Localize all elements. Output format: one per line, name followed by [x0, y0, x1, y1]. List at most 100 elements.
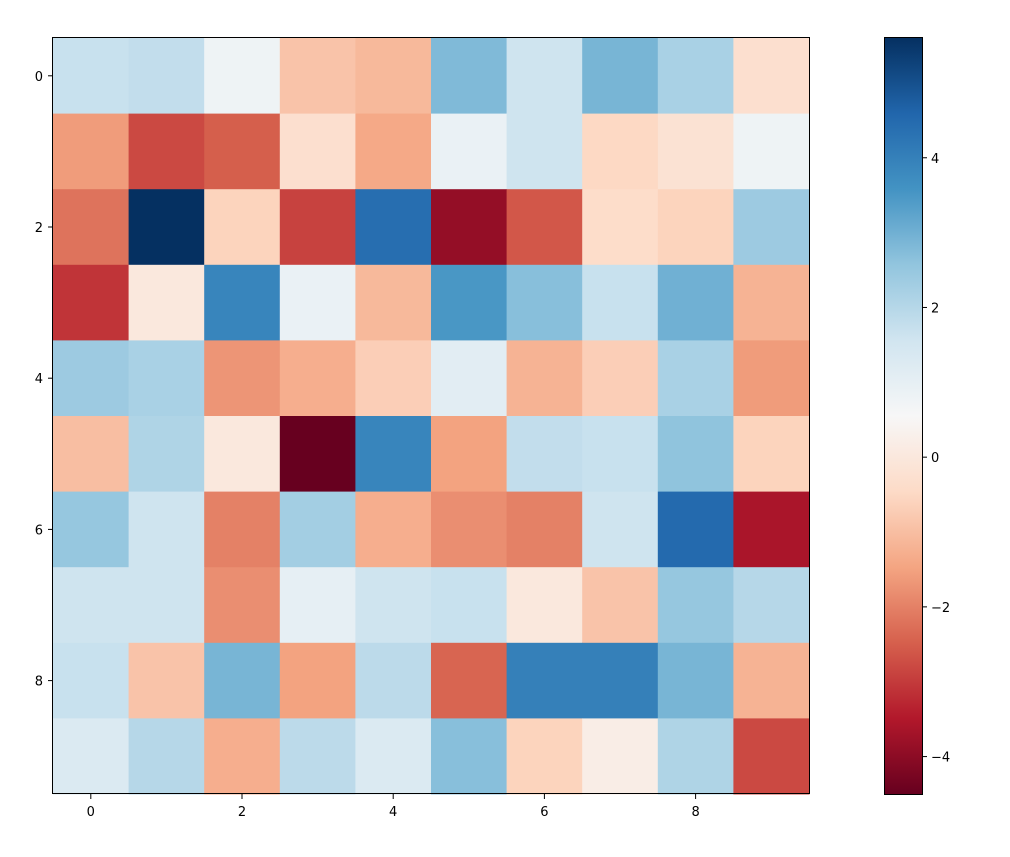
heatmap-cell-r4-c2 — [204, 340, 281, 417]
heatmap-cell-r1-c9 — [733, 113, 810, 190]
colorbar-tick-label: 4 — [931, 152, 939, 167]
heatmap-cell-r3-c9 — [733, 264, 810, 341]
heatmap-cell-r7-c0 — [53, 567, 130, 644]
heatmap-cell-r0-c8 — [657, 38, 734, 115]
heatmap-cell-r7-c1 — [128, 567, 205, 644]
heatmap-cell-r0-c3 — [279, 38, 356, 115]
heatmap-cell-r5-c9 — [733, 416, 810, 493]
heatmap-cell-r5-c8 — [657, 416, 734, 493]
x-tick-label: 6 — [540, 805, 548, 820]
heatmap-cell-r6-c4 — [355, 491, 432, 568]
heatmap-cell-r1-c7 — [582, 113, 659, 190]
heatmap-cell-r4-c5 — [431, 340, 508, 417]
heatmap-cell-r1-c8 — [657, 113, 734, 190]
heatmap-cell-r6-c6 — [506, 491, 583, 568]
colorbar-tick-label: 2 — [931, 301, 939, 316]
heatmap-cell-r1-c1 — [128, 113, 205, 190]
y-tick-label: 0 — [35, 70, 43, 85]
y-axis: 0 2 4 6 8 — [35, 70, 53, 690]
heatmap-cell-r5-c6 — [506, 416, 583, 493]
heatmap-cell-r7-c8 — [657, 567, 734, 644]
heatmap-cell-r8-c0 — [53, 642, 130, 719]
heatmap-cell-r0-c6 — [506, 38, 583, 115]
heatmap-cell-r3-c7 — [582, 264, 659, 341]
heatmap-cell-r8-c5 — [431, 642, 508, 719]
heatmap-cell-r4-c9 — [733, 340, 810, 417]
y-tick-label: 8 — [35, 675, 43, 690]
colorbar — [885, 38, 922, 794]
heatmap-cell-r0-c0 — [53, 38, 130, 115]
heatmap-cell-r4-c3 — [279, 340, 356, 417]
heatmap-cell-r2-c8 — [657, 189, 734, 266]
heatmap-cell-r9-c5 — [431, 718, 508, 795]
heatmap-cell-r0-c2 — [204, 38, 281, 115]
plot-frame — [52, 37, 810, 794]
heatmap-cell-r5-c1 — [128, 416, 205, 493]
heatmap-cell-r8-c6 — [506, 642, 583, 719]
heatmap-cell-r7-c7 — [582, 567, 659, 644]
x-axis: 0 2 4 6 8 — [87, 794, 700, 820]
heatmap-cell-r9-c6 — [506, 718, 583, 795]
heatmap-cell-r1-c5 — [431, 113, 508, 190]
heatmap-cell-r3-c2 — [204, 264, 281, 341]
colorbar-frame — [884, 37, 923, 795]
heatmap-cell-r6-c9 — [733, 491, 810, 568]
heatmap-cell-r2-c3 — [279, 189, 356, 266]
heatmap-cell-r3-c6 — [506, 264, 583, 341]
heatmap-cell-r9-c8 — [657, 718, 734, 795]
heatmap-cell-r1-c6 — [506, 113, 583, 190]
heatmap-cell-r0-c1 — [128, 38, 205, 115]
colorbar-axis: −4 −2 0 2 4 — [922, 152, 950, 766]
heatmap-cell-r1-c2 — [204, 113, 281, 190]
heatmap-cell-r3-c5 — [431, 264, 508, 341]
heatmap-cell-r4-c0 — [53, 340, 130, 417]
heatmap-cell-r9-c3 — [279, 718, 356, 795]
heatmap-cell-r8-c1 — [128, 642, 205, 719]
heatmap-cell-r2-c9 — [733, 189, 810, 266]
heatmap-cell-r8-c8 — [657, 642, 734, 719]
heatmap-cell-r9-c9 — [733, 718, 810, 795]
heatmap-cell-r5-c4 — [355, 416, 432, 493]
heatmap-cell-r1-c4 — [355, 113, 432, 190]
heatmap-cell-r9-c1 — [128, 718, 205, 795]
heatmap-cell-r6-c1 — [128, 491, 205, 568]
heatmap-cell-r0-c9 — [733, 38, 810, 115]
heatmap-cell-r8-c7 — [582, 642, 659, 719]
heatmap-cell-r4-c8 — [657, 340, 734, 417]
heatmap-cell-r3-c8 — [657, 264, 734, 341]
heatmap-cell-r8-c4 — [355, 642, 432, 719]
heatmap-cell-r2-c7 — [582, 189, 659, 266]
heatmap-cell-r5-c3 — [279, 416, 356, 493]
y-tick-label: 2 — [35, 221, 43, 236]
heatmap-cell-r7-c4 — [355, 567, 432, 644]
heatmap-cell-r7-c6 — [506, 567, 583, 644]
heatmap-cell-r1-c0 — [53, 113, 130, 190]
heatmap-cell-r6-c7 — [582, 491, 659, 568]
y-tick-label: 4 — [35, 372, 43, 387]
x-tick-label: 0 — [87, 805, 95, 820]
heatmap-cell-r1-c3 — [279, 113, 356, 190]
heatmap-cell-r4-c4 — [355, 340, 432, 417]
heatmap-cell-r8-c3 — [279, 642, 356, 719]
heatmap-cell-r3-c4 — [355, 264, 432, 341]
heatmap-cell-r9-c0 — [53, 718, 130, 795]
heatmap-cell-r7-c2 — [204, 567, 281, 644]
heatmap-cell-r4-c7 — [582, 340, 659, 417]
heatmap-cell-r5-c5 — [431, 416, 508, 493]
heatmap-cell-r7-c9 — [733, 567, 810, 644]
heatmap-cell-r0-c7 — [582, 38, 659, 115]
heatmap-cell-r5-c7 — [582, 416, 659, 493]
heatmap-cell-r2-c1 — [128, 189, 205, 266]
heatmap-cell-r2-c6 — [506, 189, 583, 266]
heatmap-cells — [53, 38, 810, 795]
heatmap-cell-r9-c4 — [355, 718, 432, 795]
colorbar-tick-label: −2 — [931, 601, 950, 616]
heatmap-cell-r7-c5 — [431, 567, 508, 644]
heatmap-cell-r3-c0 — [53, 264, 130, 341]
heatmap-cell-r9-c7 — [582, 718, 659, 795]
heatmap-cell-r4-c1 — [128, 340, 205, 417]
heatmap-cell-r6-c3 — [279, 491, 356, 568]
x-tick-label: 2 — [238, 805, 246, 820]
heatmap-cell-r2-c2 — [204, 189, 281, 266]
heatmap-cell-r9-c2 — [204, 718, 281, 795]
